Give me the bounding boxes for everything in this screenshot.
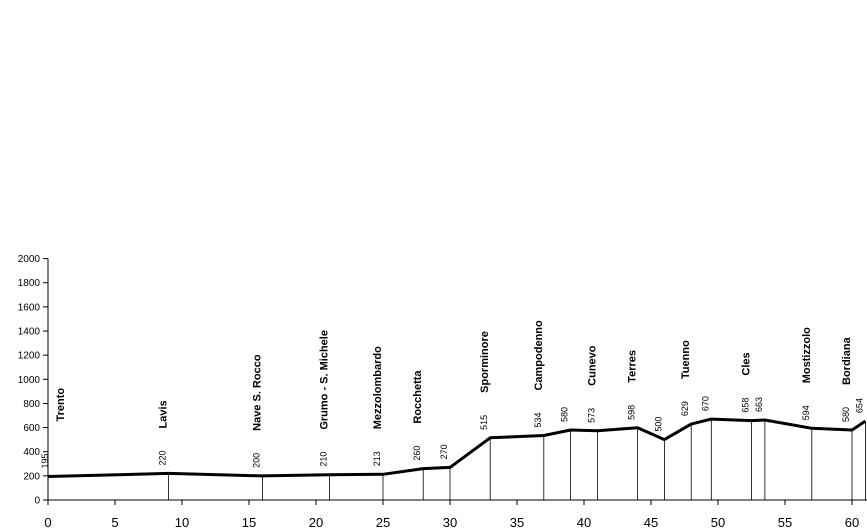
value-label: 629 xyxy=(680,401,690,416)
drop-lines xyxy=(168,419,866,500)
place-label: Bordiana xyxy=(841,336,853,385)
place-label: Trento xyxy=(55,388,67,422)
value-label: 534 xyxy=(533,413,543,428)
value-label: 573 xyxy=(586,408,596,423)
value-label: 270 xyxy=(439,444,449,459)
place-label: Campodenno xyxy=(533,320,545,391)
value-label: 500 xyxy=(653,417,663,432)
value-label: 220 xyxy=(158,450,168,465)
x-tick-label: 30 xyxy=(443,515,457,530)
y-tick-label: 1400 xyxy=(18,327,41,338)
value-label: 200 xyxy=(251,453,261,468)
y-tick-label: 0 xyxy=(34,496,40,507)
y-tick-label: 1600 xyxy=(18,302,41,313)
place-label: Tuenno xyxy=(680,340,692,379)
y-tick-label: 1000 xyxy=(18,375,41,386)
x-tick-label: 20 xyxy=(309,515,323,530)
place-label: Cunevo xyxy=(586,345,598,386)
place-label: Nave S. Rocco xyxy=(251,354,263,431)
x-tick-label: 0 xyxy=(44,515,51,530)
x-tick-label: 35 xyxy=(510,515,524,530)
place-label: Mezzolombardo xyxy=(372,346,384,429)
value-label: 594 xyxy=(801,405,811,420)
y-tick-label: 200 xyxy=(23,471,40,482)
place-label: Terres xyxy=(627,350,639,383)
place-label: Rocchetta xyxy=(412,370,424,424)
profile-line-group xyxy=(47,417,867,478)
y-tick-label: 400 xyxy=(23,447,40,458)
x-tick-label: 55 xyxy=(778,515,792,530)
x-tick-label: 5 xyxy=(111,515,118,530)
profile-line xyxy=(47,417,867,478)
y-tick-label: 2000 xyxy=(18,254,41,265)
value-label: 195 xyxy=(40,453,50,468)
x-tick-label: 60 xyxy=(845,515,859,530)
place-label: Cles xyxy=(741,352,753,375)
x-tick-label: 25 xyxy=(376,515,390,530)
x-tick-label: 45 xyxy=(644,515,658,530)
place-label: Lavis xyxy=(158,400,170,428)
place-label: Grumo - S. Michele xyxy=(318,330,330,430)
value-label: 515 xyxy=(479,415,489,430)
value-label: 654 xyxy=(854,398,864,413)
x-tick-label: 10 xyxy=(175,515,189,530)
value-label: 213 xyxy=(372,451,382,466)
value-label: 210 xyxy=(318,452,328,467)
y-tick-label: 1200 xyxy=(18,351,41,362)
value-label: 598 xyxy=(627,405,637,420)
value-label: 663 xyxy=(754,397,764,412)
value-label: 580 xyxy=(841,407,851,422)
y-tick-label: 600 xyxy=(23,423,40,434)
y-tick-label: 800 xyxy=(23,399,40,410)
value-label: 670 xyxy=(700,396,710,411)
value-label: 260 xyxy=(412,446,422,461)
point-labels: 195 Trento 220 Lavis 200 Nave S. Rocco 210 Grum… xyxy=(40,320,864,468)
y-tick-label: 1800 xyxy=(18,278,41,289)
place-label: Mostizzolo xyxy=(801,327,813,383)
x-tick-label: 40 xyxy=(577,515,591,530)
place-label: Sporminore xyxy=(479,331,491,393)
value-label: 580 xyxy=(560,407,570,422)
x-tick-label: 50 xyxy=(711,515,725,530)
x-tick-label: 15 xyxy=(242,515,256,530)
value-label: 658 xyxy=(741,398,751,413)
